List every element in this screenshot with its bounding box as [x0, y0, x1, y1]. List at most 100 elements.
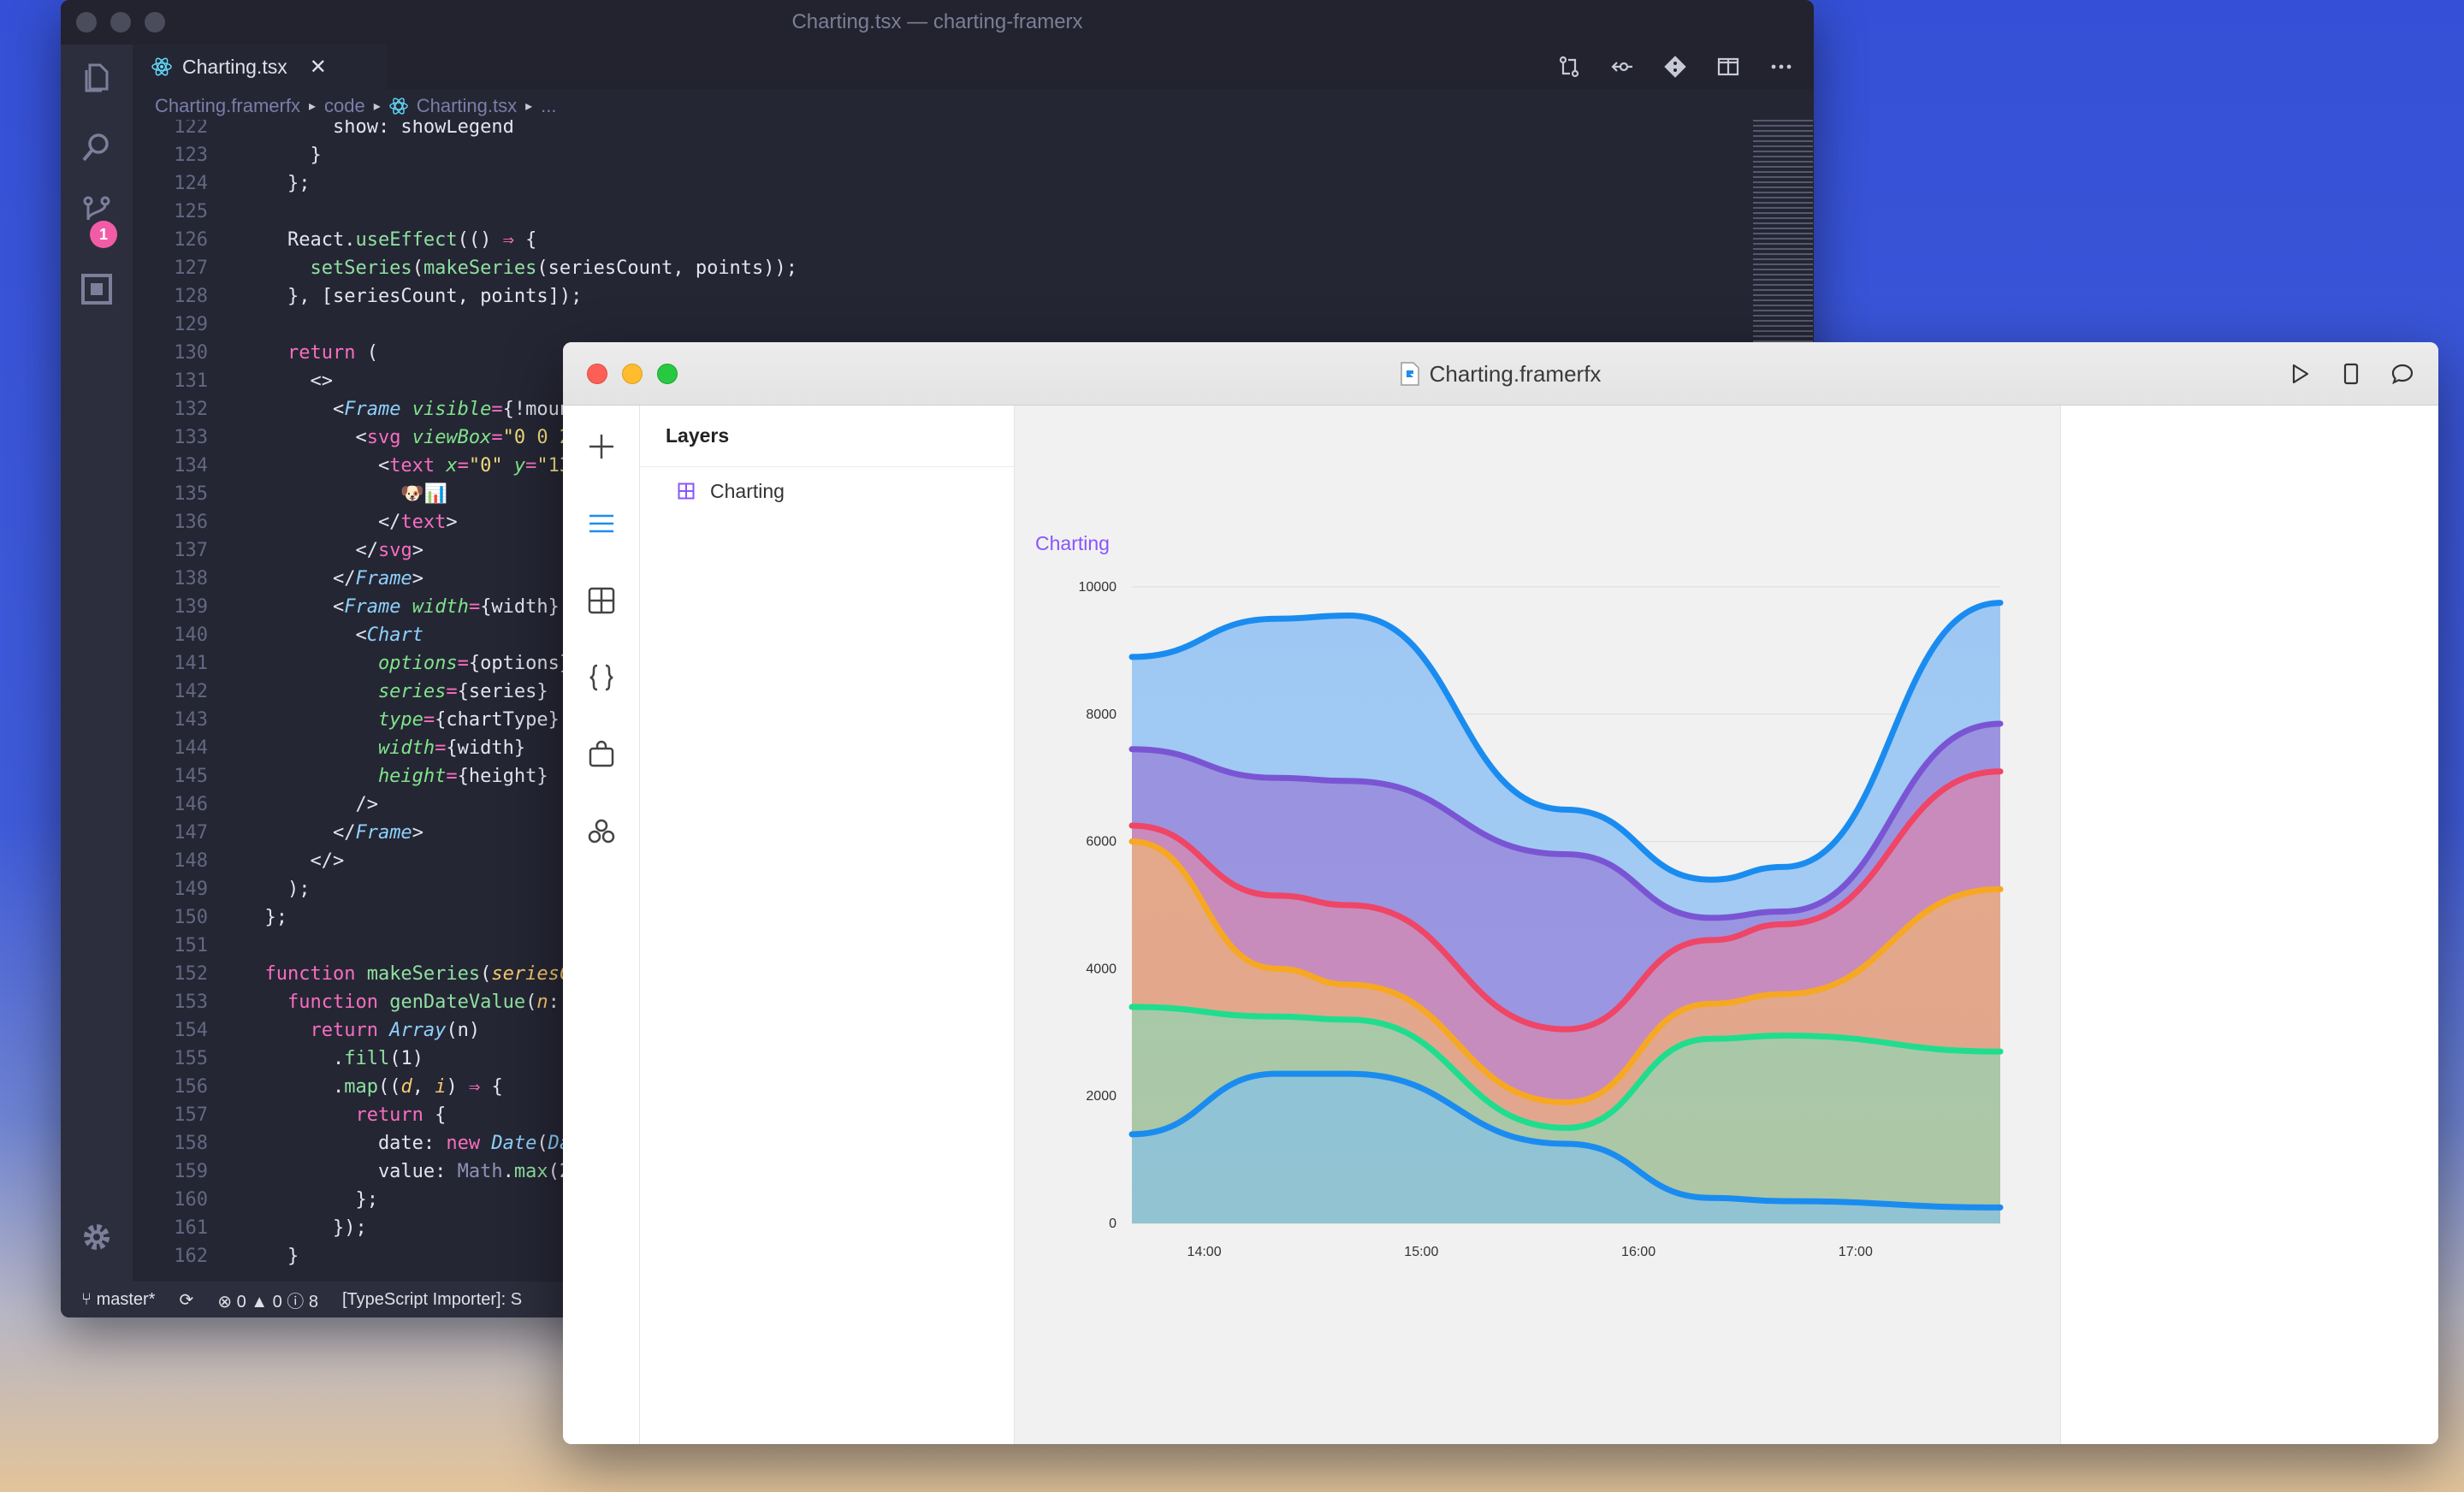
code-text: </Frame>: [242, 822, 424, 844]
series-line[interactable]: [1128, 838, 2004, 1106]
breadcrumb-item-folder[interactable]: code: [323, 95, 365, 116]
editor-tab-bar: Charting.tsx ✕: [133, 44, 1814, 89]
code-text: function genDateValue(n: num: [242, 992, 605, 1013]
y-tick-label: 8000: [1086, 708, 1116, 722]
series-line[interactable]: [1128, 720, 2004, 921]
code-text: options={options}: [242, 653, 572, 674]
code-text: </Frame>: [242, 568, 424, 589]
code-text: show: showLegend: [242, 120, 514, 138]
problems-status[interactable]: ⊗ 0 ▲ 0 ⓘ 8: [217, 1288, 318, 1312]
line-number: 150: [174, 907, 208, 928]
framer-window-controls: [587, 364, 678, 384]
preview-play-icon[interactable]: [2288, 362, 2312, 386]
line-number: 155: [174, 1048, 208, 1069]
line-number: 131: [174, 370, 208, 392]
code-text: };: [242, 173, 311, 194]
branch-status[interactable]: ⑂ master*: [81, 1289, 156, 1309]
code-text: series={series}: [242, 681, 548, 702]
code-braces-icon[interactable]: [586, 662, 617, 693]
line-number: 149: [174, 879, 208, 900]
more-actions-icon[interactable]: [1769, 55, 1793, 79]
zoom-window-button[interactable]: [145, 12, 165, 33]
breadcrumb-item-file[interactable]: Charting.tsx: [416, 95, 518, 116]
framer-file-icon: [1400, 362, 1419, 386]
tab-charting-tsx[interactable]: Charting.tsx ✕: [133, 44, 386, 89]
frame-grid-icon: [678, 483, 695, 500]
line-number: 127: [174, 258, 208, 279]
line-number: 161: [174, 1217, 208, 1239]
close-window-button[interactable]: [76, 12, 97, 33]
layer-item-charting[interactable]: Charting: [640, 467, 1014, 515]
settings-gear-icon[interactable]: [80, 1220, 114, 1254]
zoom-window-button[interactable]: [657, 364, 678, 384]
warning-icon: ▲: [251, 1292, 269, 1311]
code-text: width={width}: [242, 737, 526, 759]
extensions-icon[interactable]: [80, 272, 114, 306]
series-line[interactable]: [1128, 600, 2004, 883]
team-circles-icon[interactable]: [586, 816, 617, 847]
device-preview-icon[interactable]: [2339, 362, 2363, 386]
explorer-icon[interactable]: [80, 60, 114, 94]
editor-window-controls: [76, 12, 165, 33]
code-text: </text>: [242, 512, 458, 533]
tab-label: Charting.tsx: [182, 55, 287, 78]
search-icon[interactable]: [80, 130, 114, 164]
code-text: date: new Date(Date.: [242, 1133, 605, 1154]
x-tick-label: 16:00: [1621, 1245, 1656, 1259]
breadcrumb: Charting.framerfx ▸ code ▸ Charting.tsx …: [155, 91, 557, 121]
add-plus-icon[interactable]: [586, 431, 617, 462]
open-changes-icon[interactable]: [1610, 55, 1634, 79]
line-number: 135: [174, 483, 208, 505]
source-control-icon[interactable]: [80, 195, 114, 229]
editor-titlebar: Charting.tsx — charting-framerx: [61, 0, 1814, 44]
code-text: </svg>: [242, 540, 424, 561]
properties-panel: [2060, 406, 2438, 1444]
split-editor-icon[interactable]: [1716, 55, 1740, 79]
activity-bar: 1: [61, 44, 133, 1282]
code-text: };: [242, 907, 287, 928]
components-grid-icon[interactable]: [586, 585, 617, 616]
minimize-window-button[interactable]: [110, 12, 131, 33]
series-line[interactable]: [1128, 1070, 2004, 1211]
store-bag-icon[interactable]: [586, 739, 617, 770]
react-icon: [388, 98, 408, 115]
importer-status[interactable]: [TypeScript Importer]: S: [341, 1289, 523, 1309]
y-tick-label: 10000: [1079, 580, 1117, 595]
frame-label[interactable]: Charting: [1035, 532, 1110, 554]
code-text: });: [242, 1217, 367, 1239]
series-line[interactable]: [1128, 768, 2004, 1033]
layers-list-icon[interactable]: [586, 508, 617, 539]
framer-tool-sidebar: [563, 406, 640, 1444]
layers-panel: Layers Charting: [640, 406, 1015, 1444]
error-count: 0: [236, 1292, 246, 1311]
breadcrumb-item-symbol[interactable]: ...: [541, 95, 557, 116]
line-number: 162: [174, 1246, 208, 1267]
code-text: <svg viewBox="0 0 24 1: [242, 427, 605, 448]
line-number: 142: [174, 681, 208, 702]
line-number: 146: [174, 794, 208, 815]
area-chart[interactable]: 0 2000 4000 6000 8000 10000 14:00 15:00 16:00 17…: [1042, 566, 2035, 1285]
git-icon[interactable]: [1663, 55, 1687, 79]
error-icon: ⊗: [217, 1292, 232, 1311]
comment-icon[interactable]: [2390, 362, 2414, 386]
sync-icon[interactable]: ⟳: [179, 1290, 194, 1310]
series-line[interactable]: [1128, 1004, 2004, 1131]
code-text: }: [242, 1246, 299, 1267]
line-number: 151: [174, 935, 208, 956]
y-tick-label: 4000: [1086, 962, 1116, 976]
minimap[interactable]: [1753, 120, 1813, 342]
series-area: [1132, 1074, 2000, 1223]
line-number: 136: [174, 512, 208, 533]
editor-window-title: Charting.tsx — charting-framerx: [791, 10, 1083, 33]
breadcrumb-item-project[interactable]: Charting.framerfx: [155, 95, 300, 116]
code-text: </>: [242, 850, 345, 872]
framer-titlebar: Charting.framerfx: [563, 342, 2438, 406]
compare-changes-icon[interactable]: [1557, 55, 1581, 79]
close-window-button[interactable]: [587, 364, 607, 384]
line-number: 133: [174, 427, 208, 448]
layers-heading: Layers: [640, 406, 1014, 467]
code-text: <Frame width={width} hei: [242, 596, 605, 618]
minimize-window-button[interactable]: [622, 364, 643, 384]
code-text: />: [242, 794, 378, 815]
close-tab-icon[interactable]: ✕: [309, 55, 327, 79]
